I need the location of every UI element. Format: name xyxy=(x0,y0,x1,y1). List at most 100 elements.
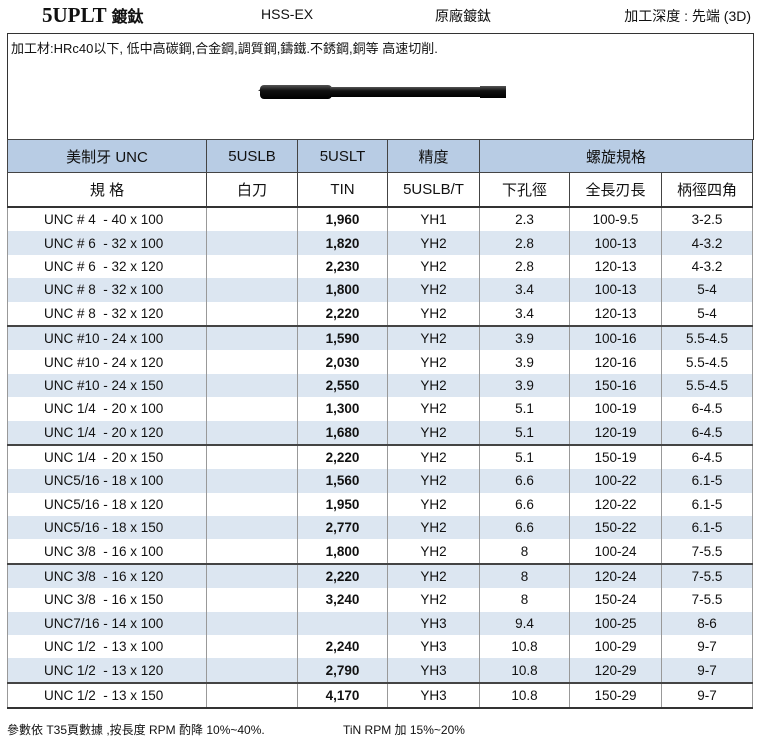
table-cell: YH2 xyxy=(387,373,480,398)
table-cell: YH2 xyxy=(387,397,480,421)
header-cell: 規 格 xyxy=(7,172,207,208)
header-cell: 螺旋規格 xyxy=(479,139,753,173)
table-cell xyxy=(206,397,298,421)
table-row: UNC 1/4 - 20 x 100 1,300 YH2 5.1 100-19 6-4.5 xyxy=(7,397,753,421)
table-cell: UNC 1/2 - 13 x 120 xyxy=(7,658,207,683)
table-cell xyxy=(206,469,298,493)
table-cell: UNC5/16 - 18 x 100 xyxy=(7,469,207,493)
table-cell: UNC # 4 - 40 x 100 xyxy=(7,207,207,232)
table-cell xyxy=(206,231,298,255)
table-cell: YH2 xyxy=(387,492,480,517)
header-cell: 下孔徑 xyxy=(479,172,570,208)
table-cell: 1,300 xyxy=(297,397,388,421)
table-cell: YH2 xyxy=(387,562,480,589)
description-box: 加工材:HRc40以下, 低中高碳鋼,合金鋼,調質鋼,鑄鐵.不銹鋼,銅等 高速切… xyxy=(7,33,754,140)
table-cell xyxy=(206,420,298,445)
table-cell: 120-16 xyxy=(569,350,662,374)
table-row: UNC #10 - 24 x 150 2,550 YH2 3.9 150-16 5.5-4… xyxy=(7,373,753,398)
coating: 原廠鍍鈦 xyxy=(435,8,491,24)
table-cell: UNC 1/4 - 20 x 100 xyxy=(7,397,207,421)
table-cell: 3.9 xyxy=(479,350,570,374)
table-row: UNC 1/4 - 20 x 150 2,220 YH2 5.1 150-19 6-4.5 xyxy=(7,443,753,470)
table-cell: 2,220 xyxy=(297,301,388,326)
table-cell: YH3 xyxy=(387,681,480,710)
table-row: UNC 3/8 - 16 x 150 3,240 YH2 8 150-24 7-5.5 xyxy=(7,588,753,612)
table-cell: UNC 3/8 - 16 x 150 xyxy=(7,588,207,612)
table-cell: UNC7/16 - 14 x 100 xyxy=(7,611,207,636)
table-cell xyxy=(206,539,298,564)
table-cell: UNC #10 - 24 x 150 xyxy=(7,373,207,398)
table-cell: 10.8 xyxy=(479,681,570,710)
table-cell: UNC #10 - 24 x 100 xyxy=(7,324,207,351)
table-cell: YH3 xyxy=(387,611,480,636)
table-cell: 120-13 xyxy=(569,301,662,326)
description: 加工材:HRc40以下, 低中高碳鋼,合金鋼,調質鋼,鑄鐵.不銹鋼,銅等 高速切… xyxy=(11,41,438,56)
table-cell: 8 xyxy=(479,588,570,612)
table-cell: UNC 3/8 - 16 x 100 xyxy=(7,539,207,564)
table-row: UNC7/16 - 14 x 100 YH3 9.4 100-25 8-6 xyxy=(7,611,753,636)
table-cell: YH3 xyxy=(387,635,480,659)
table-cell: 150-24 xyxy=(569,588,662,612)
table-row: UNC5/16 - 18 x 120 1,950 YH2 6.6 120-22 6.1-5 xyxy=(7,492,753,517)
table-cell: 100-13 xyxy=(569,231,662,255)
table-cell: 4-3.2 xyxy=(661,254,753,279)
table-cell: 100-9.5 xyxy=(569,207,662,232)
table-cell: 8 xyxy=(479,562,570,589)
table-cell: 150-16 xyxy=(569,373,662,398)
footer-note: TiN RPM 加 15%~20% xyxy=(343,723,465,737)
table-cell: 2,770 xyxy=(297,516,388,540)
table-cell: 120-19 xyxy=(569,420,662,445)
table-cell: YH3 xyxy=(387,658,480,683)
table-cell: 10.8 xyxy=(479,658,570,683)
table-cell: 3,240 xyxy=(297,588,388,612)
header-row: 美制牙 UNC 5USLB 5USLT 精度 螺旋規格 xyxy=(7,139,753,173)
header-cell: 白刀 xyxy=(206,172,298,208)
table-cell: 5.5-4.5 xyxy=(661,373,753,398)
table-cell: 100-16 xyxy=(569,324,662,351)
table-cell: 1,820 xyxy=(297,231,388,255)
table-cell: 120-29 xyxy=(569,658,662,683)
table-cell: 100-29 xyxy=(569,635,662,659)
depth: 加工深度 : 先端 (3D) xyxy=(624,8,751,24)
table-cell: 6.1-5 xyxy=(661,516,753,540)
table-cell: UNC 1/4 - 20 x 120 xyxy=(7,420,207,445)
table-cell: YH2 xyxy=(387,231,480,255)
material: HSS-EX xyxy=(261,6,314,22)
header-cell: 5USLB/T xyxy=(387,172,480,208)
table-cell: 1,590 xyxy=(297,324,388,351)
table-cell: 1,560 xyxy=(297,469,388,493)
table-cell xyxy=(206,681,298,710)
table-cell: UNC # 6 - 32 x 100 xyxy=(7,231,207,255)
table-cell: UNC 1/2 - 13 x 150 xyxy=(7,681,207,710)
table-cell xyxy=(206,207,298,232)
table-cell: YH2 xyxy=(387,443,480,470)
table-cell: 5.5-4.5 xyxy=(661,350,753,374)
table-cell: 5.1 xyxy=(479,397,570,421)
table-cell: 3.9 xyxy=(479,324,570,351)
table-cell: 9-7 xyxy=(661,681,753,710)
table-cell: 150-19 xyxy=(569,443,662,470)
table-cell: 100-25 xyxy=(569,611,662,636)
table-cell: 6.1-5 xyxy=(661,492,753,517)
table-row: UNC 1/4 - 20 x 120 1,680 YH2 5.1 120-19 6-4.5 xyxy=(7,420,753,445)
table-cell: YH2 xyxy=(387,350,480,374)
table-cell xyxy=(206,588,298,612)
table-cell: YH2 xyxy=(387,301,480,326)
spec-table: 美制牙 UNC 5USLB 5USLT 精度 螺旋規格規 格白刀 TIN 5USLB/T 下孔… xyxy=(7,139,753,710)
table-cell: 8-6 xyxy=(661,611,753,636)
header-cell: 5USLT xyxy=(297,139,388,173)
table-cell: 1,680 xyxy=(297,420,388,445)
table-cell: 150-29 xyxy=(569,681,662,710)
table-cell xyxy=(206,492,298,517)
table-cell: YH1 xyxy=(387,207,480,232)
table-cell xyxy=(206,611,298,636)
table-cell xyxy=(206,254,298,279)
table-row: UNC #10 - 24 x 120 2,030 YH2 3.9 120-16 5.5-4… xyxy=(7,350,753,374)
table-cell: UNC # 8 - 32 x 100 xyxy=(7,278,207,302)
table-cell: 120-13 xyxy=(569,254,662,279)
title: 5UPLT 鍍鈦 xyxy=(42,3,143,28)
table-cell: YH2 xyxy=(387,469,480,493)
table-cell: UNC 1/2 - 13 x 100 xyxy=(7,635,207,659)
header-row: 規 格白刀 TIN 5USLB/T 下孔徑 全長刃長 柄徑四角 xyxy=(7,172,753,208)
table-cell: 100-22 xyxy=(569,469,662,493)
